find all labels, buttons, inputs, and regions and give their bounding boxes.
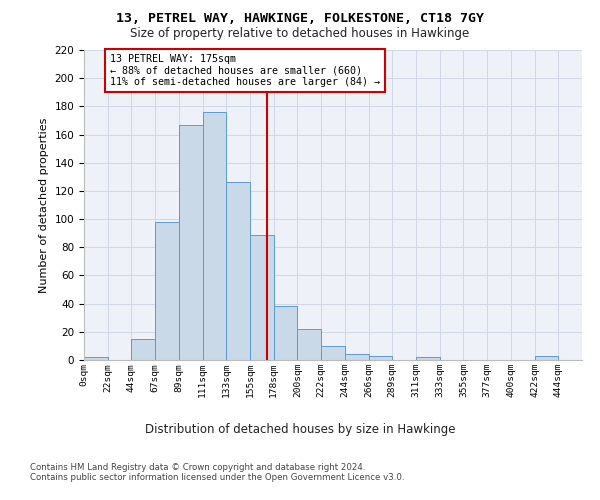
Bar <box>179 124 203 360</box>
Text: 13, PETREL WAY, HAWKINGE, FOLKESTONE, CT18 7GY: 13, PETREL WAY, HAWKINGE, FOLKESTONE, CT… <box>116 12 484 26</box>
Bar <box>345 354 368 360</box>
Bar <box>203 112 226 360</box>
Bar <box>250 234 274 360</box>
Bar <box>84 357 108 360</box>
Text: Size of property relative to detached houses in Hawkinge: Size of property relative to detached ho… <box>130 28 470 40</box>
Bar <box>535 356 558 360</box>
Bar <box>416 357 440 360</box>
Bar <box>298 329 321 360</box>
Bar <box>226 182 250 360</box>
Bar <box>321 346 345 360</box>
Bar <box>131 339 155 360</box>
Y-axis label: Number of detached properties: Number of detached properties <box>39 118 49 292</box>
Text: Distribution of detached houses by size in Hawkinge: Distribution of detached houses by size … <box>145 422 455 436</box>
Text: 13 PETREL WAY: 175sqm
← 88% of detached houses are smaller (660)
11% of semi-det: 13 PETREL WAY: 175sqm ← 88% of detached … <box>110 54 380 88</box>
Bar <box>274 306 298 360</box>
Bar <box>368 356 392 360</box>
Bar <box>155 222 179 360</box>
Text: Contains HM Land Registry data © Crown copyright and database right 2024.
Contai: Contains HM Land Registry data © Crown c… <box>30 462 404 482</box>
